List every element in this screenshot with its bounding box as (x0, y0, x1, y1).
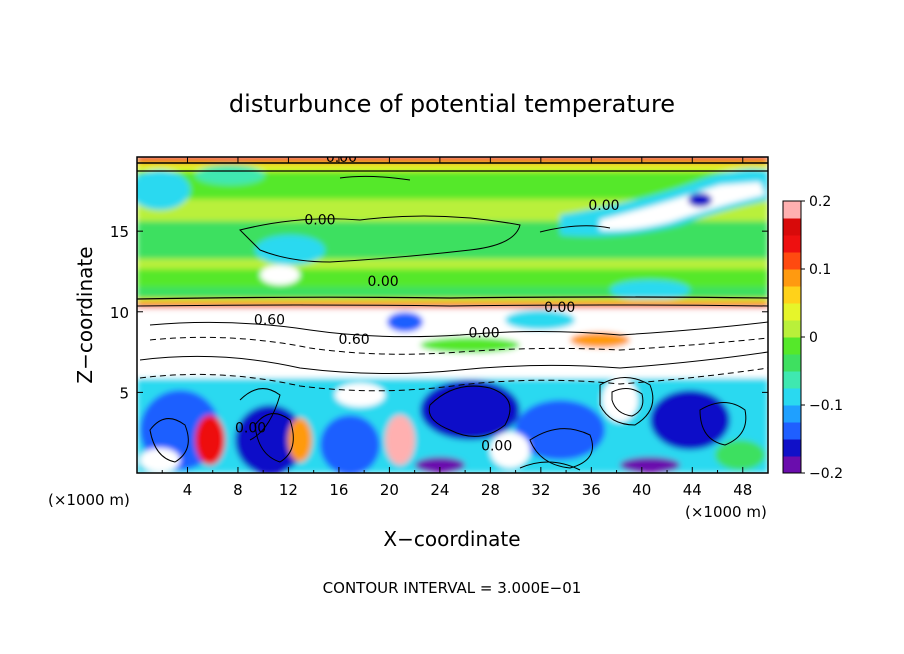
x-tick-label: 32 (531, 481, 550, 499)
colorbar-swatch (783, 286, 801, 304)
colorbar-swatch (783, 320, 801, 338)
y-axis-ticks: 5 10 15 (110, 223, 768, 402)
contour-label: 0.00 (235, 421, 266, 437)
x-axis-ticks: 4 8 12 16 20 24 28 32 36 40 44 48 (161, 157, 752, 499)
colorbar-ticks: 0.2 0.1 0 −0.1 −0.2 (801, 194, 843, 482)
y-tick-label: 5 (119, 384, 129, 402)
contour-label: 0.00 (326, 150, 357, 166)
x-tick-label: 40 (632, 481, 651, 499)
colorbar-swatch (783, 388, 801, 406)
colorbar-swatch (783, 303, 801, 321)
contour-label: 0.00 (304, 213, 335, 229)
colorbar (782, 200, 802, 474)
contour-label: 0.00 (544, 300, 575, 316)
x-tick-label: 24 (430, 481, 449, 499)
plot-area: 0.00 0.00 0.00 0.00 0.00 0.00 0.60 0.60 0.00 0.00 (137, 150, 768, 473)
contour-interval-note: CONTOUR INTERVAL = 3.000E−01 (323, 579, 582, 597)
x-tick-label: 20 (380, 481, 399, 499)
x-unit-right: (×1000 m) (685, 503, 767, 521)
x-tick-label: 44 (683, 481, 702, 499)
colorbar-tick-label: 0 (809, 330, 818, 346)
x-tick-label: 36 (582, 481, 601, 499)
colorbar-swatch (783, 337, 801, 355)
colorbar-swatch (783, 371, 801, 389)
colorbar-swatch (783, 252, 801, 270)
x-tick-label: 48 (733, 481, 752, 499)
colorbar-swatch (783, 201, 801, 219)
x-tick-label: 4 (183, 481, 193, 499)
colorbar-swatch (783, 456, 801, 474)
colorbar-swatch (783, 422, 801, 440)
x-axis-label: X−coordinate (383, 527, 520, 551)
y-tick-label: 15 (110, 223, 129, 241)
contour-label: 0.60 (338, 332, 369, 348)
x-unit-left: (×1000 m) (48, 491, 130, 509)
colorbar-tick-label: 0.2 (809, 194, 831, 210)
contour-lines (137, 162, 768, 471)
x-tick-label: 16 (329, 481, 348, 499)
colorbar-swatch (783, 235, 801, 253)
plot-frame (136, 156, 769, 474)
colorbar-swatch (783, 354, 801, 372)
contour-label: 0.00 (588, 198, 619, 214)
x-tick-label: 28 (481, 481, 500, 499)
contour-labels: 0.00 0.00 0.00 0.00 0.00 0.00 0.60 0.60 0.00 0.00 (235, 150, 620, 454)
colorbar-swatch (783, 269, 801, 287)
colorbar-tick-label: −0.2 (809, 466, 843, 482)
y-axis-label: Z−coordinate (73, 246, 97, 383)
colorbar-tick-label: −0.1 (809, 398, 843, 414)
chart-title: disturbunce of potential temperature (229, 90, 675, 118)
contour-label: 0.00 (468, 326, 499, 342)
colorbar-swatch (783, 218, 801, 236)
x-tick-label: 8 (233, 481, 243, 499)
x-tick-label: 12 (279, 481, 298, 499)
colorbar-swatch (783, 405, 801, 423)
contour-label: 0.60 (254, 313, 285, 329)
contour-label: 0.00 (481, 438, 512, 454)
heatmap-field (137, 157, 768, 473)
y-tick-label: 10 (110, 304, 129, 322)
colorbar-tick-label: 0.1 (809, 262, 831, 278)
colorbar-swatch (783, 439, 801, 457)
contour-label: 0.00 (368, 274, 399, 290)
